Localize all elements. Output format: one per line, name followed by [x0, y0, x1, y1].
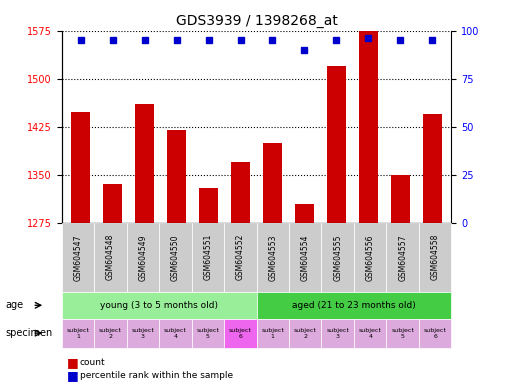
- Text: subject
6: subject 6: [229, 328, 252, 339]
- Text: GSM604552: GSM604552: [236, 234, 245, 280]
- Text: subject
2: subject 2: [294, 328, 317, 339]
- Bar: [71, 112, 90, 384]
- Text: GSM604558: GSM604558: [431, 234, 440, 280]
- Bar: [295, 204, 314, 384]
- Text: aged (21 to 23 months old): aged (21 to 23 months old): [292, 301, 416, 310]
- Bar: [327, 66, 346, 384]
- Text: subject
2: subject 2: [99, 328, 122, 339]
- Bar: [263, 143, 282, 384]
- Text: subject
5: subject 5: [391, 328, 414, 339]
- Bar: [167, 130, 186, 384]
- Text: subject
1: subject 1: [261, 328, 284, 339]
- Text: subject
3: subject 3: [131, 328, 154, 339]
- Text: GSM604557: GSM604557: [398, 234, 407, 281]
- Text: young (3 to 5 months old): young (3 to 5 months old): [100, 301, 218, 310]
- Bar: [359, 28, 378, 384]
- Text: percentile rank within the sample: percentile rank within the sample: [80, 371, 232, 380]
- Text: subject
6: subject 6: [424, 328, 447, 339]
- Text: GSM604554: GSM604554: [301, 234, 310, 281]
- Bar: [423, 114, 442, 384]
- Text: age: age: [5, 300, 23, 310]
- Text: ■: ■: [67, 369, 78, 382]
- Text: GSM604555: GSM604555: [333, 234, 342, 281]
- Text: GSM604547: GSM604547: [73, 234, 82, 281]
- Title: GDS3939 / 1398268_at: GDS3939 / 1398268_at: [175, 14, 338, 28]
- Bar: [231, 162, 250, 384]
- Text: GSM604550: GSM604550: [171, 234, 180, 281]
- Text: GSM604551: GSM604551: [203, 234, 212, 280]
- Text: subject
1: subject 1: [66, 328, 89, 339]
- Text: count: count: [80, 358, 105, 367]
- Text: subject
3: subject 3: [326, 328, 349, 339]
- Bar: [391, 175, 410, 384]
- Text: specimen: specimen: [5, 328, 52, 338]
- Text: GSM604548: GSM604548: [106, 234, 115, 280]
- Text: GSM604556: GSM604556: [366, 234, 374, 281]
- Text: subject
4: subject 4: [164, 328, 187, 339]
- Bar: [135, 104, 154, 384]
- Bar: [103, 184, 122, 384]
- Text: subject
4: subject 4: [359, 328, 382, 339]
- Text: ■: ■: [67, 356, 78, 369]
- Text: GSM604553: GSM604553: [268, 234, 277, 281]
- Bar: [199, 187, 218, 384]
- Text: GSM604549: GSM604549: [139, 234, 147, 281]
- Text: subject
5: subject 5: [196, 328, 219, 339]
